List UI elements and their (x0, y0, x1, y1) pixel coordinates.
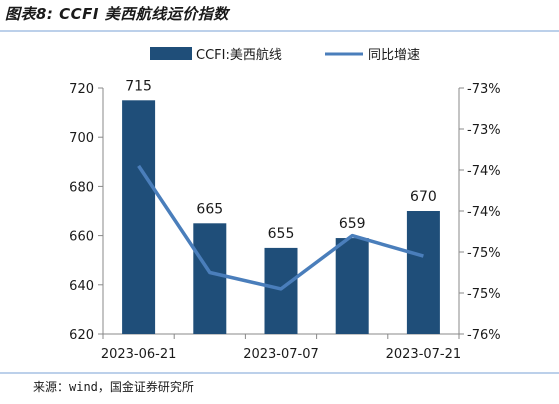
right-tick-label: -73% (467, 82, 501, 97)
right-tick-label: -74% (467, 164, 501, 179)
right-tick-label: -73% (467, 123, 501, 138)
right-tick-label: -75% (467, 246, 501, 261)
left-tick-label: 660 (69, 230, 94, 245)
x-tick-label: 2023-07-07 (243, 347, 319, 362)
bar-data-label: 665 (196, 201, 223, 217)
bar (193, 223, 227, 334)
x-axis-ticks: 2023-06-21 2023-07-07 2023-07-21 (101, 334, 461, 362)
bar (122, 100, 156, 334)
source-note: 来源：wind，国金证券研究所 (33, 380, 194, 394)
left-axis-ticks: 620 640 660 680 700 720 (69, 82, 103, 343)
line-path (137, 164, 424, 291)
title-rule (0, 30, 559, 32)
left-tick-label: 640 (69, 279, 94, 294)
bar-data-label: 715 (125, 78, 152, 94)
x-tick-label: 2023-06-21 (101, 347, 177, 362)
left-tick-label: 700 (69, 131, 94, 146)
bar-data-label: 670 (410, 189, 437, 205)
right-axis-ticks: -76% -75% -75% -74% -74% -73% -73% (459, 82, 501, 343)
left-tick-label: 680 (69, 180, 94, 195)
source-rule (0, 372, 559, 374)
bar-data-label: 659 (339, 216, 366, 232)
bar (264, 247, 298, 334)
right-tick-label: -74% (467, 205, 501, 220)
bar-series (122, 100, 440, 334)
bar (406, 211, 440, 334)
chart-title: 图表8: CCFI 美西航线运价指数 (5, 5, 229, 23)
bar-data-labels: 715 665 655 659 670 (125, 78, 437, 242)
right-tick-label: -76% (467, 328, 501, 343)
legend-bar-label: CCFI:美西航线 (196, 47, 282, 63)
legend: CCFI:美西航线 同比增速 (150, 47, 420, 63)
left-tick-label: 720 (69, 82, 94, 97)
left-tick-label: 620 (69, 328, 94, 343)
bar-data-label: 655 (268, 226, 295, 242)
bar (335, 238, 369, 334)
line-series (137, 164, 424, 291)
legend-line-label: 同比增速 (368, 48, 420, 63)
right-tick-label: -75% (467, 287, 501, 302)
x-tick-label: 2023-07-21 (386, 347, 462, 362)
legend-bar-swatch (150, 47, 192, 60)
